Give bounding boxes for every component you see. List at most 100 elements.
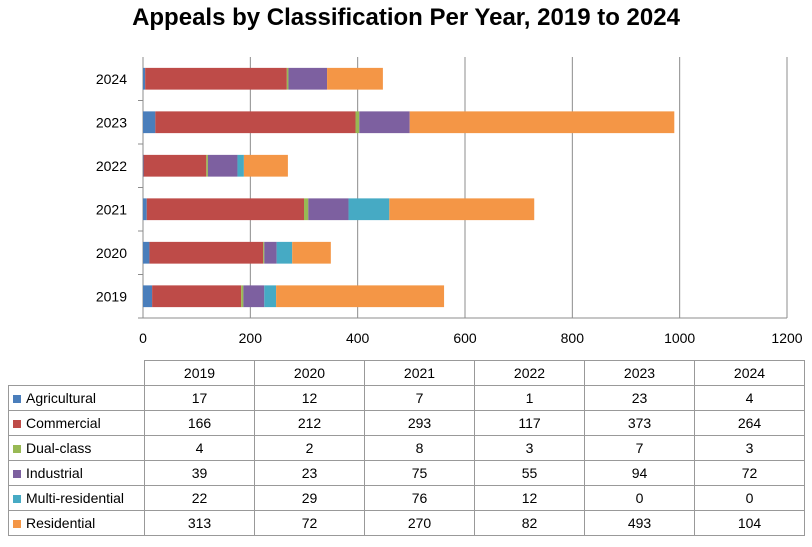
bar-agricultural-2024	[143, 67, 146, 90]
table-cell: 0	[584, 485, 695, 511]
bar-multi-residential-2019	[264, 285, 277, 308]
legend-entry: Residential	[8, 510, 145, 536]
table-cell: 75	[364, 460, 475, 486]
bar-industrial-2022	[207, 154, 238, 177]
table-row: Multi-residential 22 29 76 12 0 0	[8, 485, 805, 511]
legend-swatch	[13, 395, 21, 404]
bar-industrial-2024	[288, 67, 328, 90]
table-cell: 39	[144, 460, 255, 486]
table-row: Residential 313 72 270 82 493 104	[8, 510, 805, 536]
bar-residential-2019	[276, 285, 445, 308]
table-header-row: 2019 2020 2021 2022 2023 2024	[8, 360, 805, 386]
table-cell: 264	[694, 410, 805, 436]
table-cell: 22	[144, 485, 255, 511]
bar-commercial-2022	[143, 154, 207, 177]
table-cell: 212	[254, 410, 365, 436]
table-cell: 166	[144, 410, 255, 436]
table-cell: 23	[254, 460, 365, 486]
bar-residential-2024	[327, 67, 383, 90]
table-row: Dual-class 4 2 8 3 7 3	[8, 435, 805, 461]
table-cell: 17	[144, 385, 255, 411]
table-column-header: 2019	[144, 360, 255, 386]
legend-label: Commercial	[26, 415, 101, 431]
bar-dual-class-2022	[206, 154, 208, 177]
x-tick-label: 0	[139, 330, 147, 346]
table-cell: 29	[254, 485, 365, 511]
category-label: 2020	[96, 245, 127, 261]
table-row: Agricultural 17 12 7 1 23 4	[8, 385, 805, 411]
chart-plot: 0 200 400 600 800 1000 1200 2019 2020 2021 2022 202…	[96, 57, 803, 346]
x-tick-label: 800	[561, 330, 585, 346]
x-tick-label: 400	[346, 330, 370, 346]
bar-residential-2023	[409, 111, 675, 134]
table-cell: 72	[254, 510, 365, 536]
bar-industrial-2020	[264, 241, 277, 264]
table-cell: 7	[584, 435, 695, 461]
table-cell: 373	[584, 410, 695, 436]
table-cell: 72	[694, 460, 805, 486]
bar-dual-class-2020	[263, 241, 265, 264]
data-table: 2019 2020 2021 2022 2023 2024 Agricultural 17 1…	[8, 360, 805, 536]
chart-title: Appeals by Classification Per Year, 2019…	[132, 4, 680, 31]
table-cell: 12	[474, 485, 585, 511]
table-cell: 55	[474, 460, 585, 486]
legend-entry: Dual-class	[8, 435, 145, 461]
table-cell: 0	[694, 485, 805, 511]
x-tick-label: 600	[453, 330, 477, 346]
table-row: Commercial 166 212 293 117 373 264	[8, 410, 805, 436]
legend-label: Industrial	[26, 465, 83, 481]
bar-agricultural-2023	[143, 111, 156, 134]
legend-entry: Industrial	[8, 460, 145, 486]
bar-multi-residential-2021	[348, 198, 390, 221]
table-corner	[8, 360, 145, 386]
table-cell: 313	[144, 510, 255, 536]
bar-commercial-2024	[145, 67, 287, 90]
legend-entry: Agricultural	[8, 385, 145, 411]
legend-swatch	[13, 420, 21, 429]
bar-multi-residential-2022	[237, 154, 244, 177]
x-tick-label: 1200	[771, 330, 802, 346]
table-column-header: 2023	[584, 360, 695, 386]
bar-agricultural-2022	[143, 154, 144, 177]
table-column-header: 2021	[364, 360, 475, 386]
bar-dual-class-2021	[304, 198, 309, 221]
table-cell: 117	[474, 410, 585, 436]
table-cell: 293	[364, 410, 475, 436]
bar-residential-2021	[389, 198, 535, 221]
bar-industrial-2023	[359, 111, 410, 134]
table-cell: 1	[474, 385, 585, 411]
bar-industrial-2019	[243, 285, 265, 308]
category-label: 2023	[96, 114, 127, 130]
table-column-header: 2020	[254, 360, 365, 386]
legend-label: Agricultural	[26, 390, 97, 406]
table-cell: 8	[364, 435, 475, 461]
x-tick-label: 1000	[664, 330, 695, 346]
table-cell: 4	[694, 385, 805, 411]
table-column-header: 2024	[694, 360, 805, 386]
category-label: 2019	[96, 288, 127, 304]
bar-commercial-2020	[149, 241, 264, 264]
bar-agricultural-2019	[143, 285, 153, 308]
bar-industrial-2021	[308, 198, 349, 221]
bar-dual-class-2024	[286, 67, 289, 90]
bar-commercial-2021	[146, 198, 304, 221]
legend-swatch	[13, 445, 21, 454]
table-cell: 3	[474, 435, 585, 461]
legend-entry: Multi-residential	[8, 485, 145, 511]
bar-residential-2020	[292, 241, 331, 264]
legend-label: Multi-residential	[26, 490, 125, 506]
table-cell: 493	[584, 510, 695, 536]
bar-commercial-2023	[155, 111, 356, 134]
category-label: 2021	[96, 201, 127, 217]
bar-agricultural-2021	[143, 198, 147, 221]
table-cell: 4	[144, 435, 255, 461]
bar-dual-class-2023	[355, 111, 360, 134]
table-cell: 270	[364, 510, 475, 536]
bar-dual-class-2019	[241, 285, 244, 308]
legend-entry: Commercial	[8, 410, 145, 436]
legend-swatch	[13, 470, 21, 479]
category-label: 2024	[96, 71, 127, 87]
table-cell: 7	[364, 385, 475, 411]
table-cell: 2	[254, 435, 365, 461]
legend-label: Residential	[26, 515, 96, 531]
